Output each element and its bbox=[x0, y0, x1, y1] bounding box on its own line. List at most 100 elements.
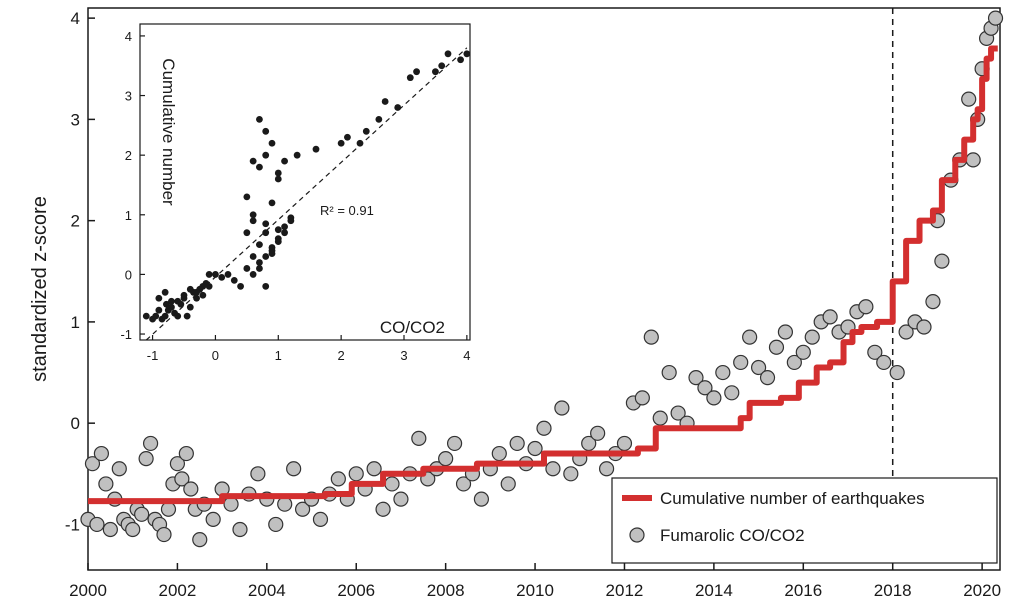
co-co2-point bbox=[858, 299, 874, 315]
co-co2-point bbox=[536, 420, 552, 436]
inset-point bbox=[256, 259, 263, 266]
inset-point bbox=[243, 265, 251, 272]
x-tick-label: 2008 bbox=[427, 581, 465, 600]
legend-circle-swatch bbox=[629, 527, 645, 543]
co-co2-point bbox=[598, 461, 615, 477]
co-co2-point bbox=[183, 481, 199, 497]
co-co2-point bbox=[509, 435, 525, 452]
co-co2-point bbox=[987, 10, 1004, 26]
x-tick-label: 2004 bbox=[248, 581, 286, 600]
inset-point bbox=[249, 157, 257, 165]
inset-point bbox=[256, 163, 263, 171]
x-tick-label: 2018 bbox=[874, 581, 912, 600]
co-co2-point bbox=[554, 400, 570, 416]
co-co2-point bbox=[804, 329, 820, 345]
inset-scatter-points bbox=[142, 50, 471, 323]
inset-point bbox=[186, 303, 194, 311]
co-co2-point bbox=[616, 435, 633, 452]
inset-point bbox=[262, 127, 270, 135]
inset-point bbox=[262, 282, 270, 290]
inset-point bbox=[262, 220, 270, 228]
co-co2-point bbox=[286, 461, 302, 477]
inset-y-tick-label: 4 bbox=[125, 29, 132, 44]
inset-point bbox=[362, 127, 370, 135]
x-tick-label: 2012 bbox=[606, 581, 644, 600]
inset-plot-frame bbox=[139, 23, 471, 341]
inset-point bbox=[457, 56, 464, 64]
x-tick-label: 2014 bbox=[695, 581, 733, 600]
co-co2-point bbox=[750, 359, 767, 376]
inset-point bbox=[168, 303, 175, 311]
co-co2-point bbox=[384, 476, 400, 492]
y-tick-label: 4 bbox=[71, 9, 80, 28]
co-co2-point bbox=[411, 430, 427, 446]
inset-point bbox=[356, 139, 364, 147]
inset-point bbox=[337, 139, 345, 147]
inset-point bbox=[438, 62, 446, 70]
inset-point bbox=[205, 282, 213, 290]
earthquake-cumulative-line bbox=[88, 45, 999, 505]
co-co2-point bbox=[393, 491, 409, 507]
co-co2-point bbox=[125, 521, 141, 538]
co-co2-point bbox=[205, 511, 221, 527]
co-co2-point bbox=[822, 309, 838, 325]
co-co2-point bbox=[965, 152, 981, 168]
co-co2-point bbox=[446, 435, 463, 452]
inset-point bbox=[406, 74, 414, 82]
inset-point bbox=[268, 199, 276, 207]
inset-x-tick-label: 3 bbox=[400, 348, 407, 363]
co-co2-point bbox=[138, 451, 154, 467]
co-co2-point bbox=[768, 339, 785, 355]
inset-point bbox=[243, 193, 251, 201]
co-co2-point bbox=[934, 253, 950, 269]
x-tick-label: 2002 bbox=[158, 581, 196, 600]
inset-point bbox=[249, 217, 257, 225]
inset-point bbox=[174, 312, 182, 320]
inset-point bbox=[281, 229, 288, 237]
inset-point bbox=[193, 294, 200, 302]
co-co2-point bbox=[375, 501, 391, 517]
y-tick-label: 2 bbox=[71, 212, 80, 231]
co-co2-point bbox=[294, 501, 311, 517]
co-co2-point bbox=[786, 354, 802, 371]
inset-point bbox=[155, 294, 163, 302]
co-co2-point bbox=[898, 324, 914, 340]
inset-point bbox=[293, 151, 301, 159]
inset-point bbox=[183, 312, 191, 320]
inset-point bbox=[444, 50, 452, 58]
inset-x-axis: -1 0 1 2 3 4 bbox=[147, 335, 470, 363]
co-co2-point bbox=[142, 435, 159, 452]
inset-y-axis: -1 0 1 2 3 4 bbox=[120, 29, 145, 342]
co-co2-point bbox=[527, 440, 543, 457]
co-co2-point bbox=[925, 294, 941, 310]
r-squared-annotation: R² = 0.91 bbox=[320, 203, 374, 218]
inset-point bbox=[281, 157, 288, 165]
co-co2-point bbox=[715, 364, 731, 381]
inset-point bbox=[375, 115, 383, 123]
co-co2-point bbox=[759, 370, 776, 386]
inset-x-tick-label: 0 bbox=[212, 348, 219, 363]
co-co2-point bbox=[876, 354, 892, 371]
co-co2-point bbox=[277, 496, 293, 512]
co-co2-point bbox=[889, 364, 905, 381]
co-co2-point bbox=[102, 521, 118, 538]
inset-point bbox=[205, 271, 213, 278]
inset-point bbox=[249, 271, 257, 278]
inset-point bbox=[152, 312, 160, 320]
inset-point bbox=[249, 253, 257, 260]
inset-point bbox=[199, 291, 207, 299]
co-co2-point bbox=[795, 344, 811, 360]
inset-point bbox=[381, 98, 389, 105]
co-co2-point bbox=[473, 491, 490, 507]
inset-point bbox=[249, 211, 257, 219]
inset-point bbox=[274, 169, 282, 177]
co-co2-point bbox=[111, 461, 127, 477]
co-co2-point bbox=[250, 466, 266, 482]
co-co2-point bbox=[688, 370, 704, 386]
inset-point bbox=[237, 282, 244, 290]
legend-box bbox=[611, 477, 998, 564]
co-co2-point bbox=[545, 461, 561, 477]
co-co2-point bbox=[777, 324, 794, 340]
co-co2-point bbox=[192, 532, 208, 548]
